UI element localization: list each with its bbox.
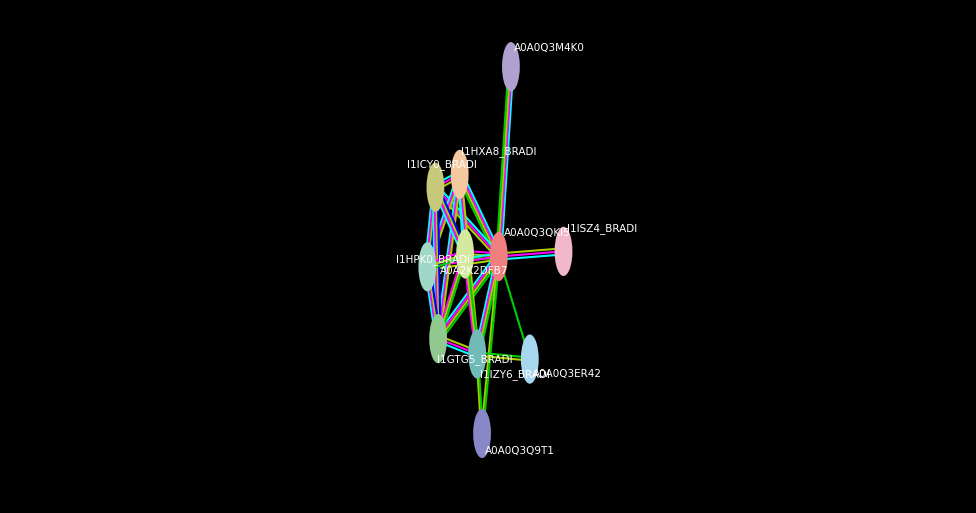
Ellipse shape	[473, 409, 491, 458]
Ellipse shape	[502, 42, 520, 91]
Ellipse shape	[490, 232, 508, 281]
Ellipse shape	[521, 334, 539, 384]
Ellipse shape	[451, 150, 468, 199]
Text: I1ISZ4_BRADI: I1ISZ4_BRADI	[567, 223, 637, 234]
Text: A0A0Q3QKI5: A0A0Q3QKI5	[505, 228, 571, 238]
Ellipse shape	[554, 227, 572, 276]
Text: A0A0Q3M4K0: A0A0Q3M4K0	[513, 43, 585, 53]
Text: I1GTG5_BRADI: I1GTG5_BRADI	[437, 353, 512, 365]
Ellipse shape	[468, 329, 486, 379]
Text: I1ICY0_BRADI: I1ICY0_BRADI	[407, 159, 477, 170]
Text: I1IZY6_BRADI: I1IZY6_BRADI	[480, 369, 549, 380]
Ellipse shape	[427, 163, 444, 212]
Ellipse shape	[429, 314, 447, 363]
Text: A0A2K2DFB7: A0A2K2DFB7	[439, 266, 508, 277]
Text: I1HXA8_BRADI: I1HXA8_BRADI	[461, 146, 537, 157]
Text: A0A0Q3Q9T1: A0A0Q3Q9T1	[485, 446, 555, 456]
Text: A0A0Q3ER42: A0A0Q3ER42	[533, 369, 602, 379]
Text: I1HPK0_BRADI: I1HPK0_BRADI	[396, 253, 470, 265]
Ellipse shape	[419, 242, 436, 291]
Ellipse shape	[456, 229, 474, 279]
